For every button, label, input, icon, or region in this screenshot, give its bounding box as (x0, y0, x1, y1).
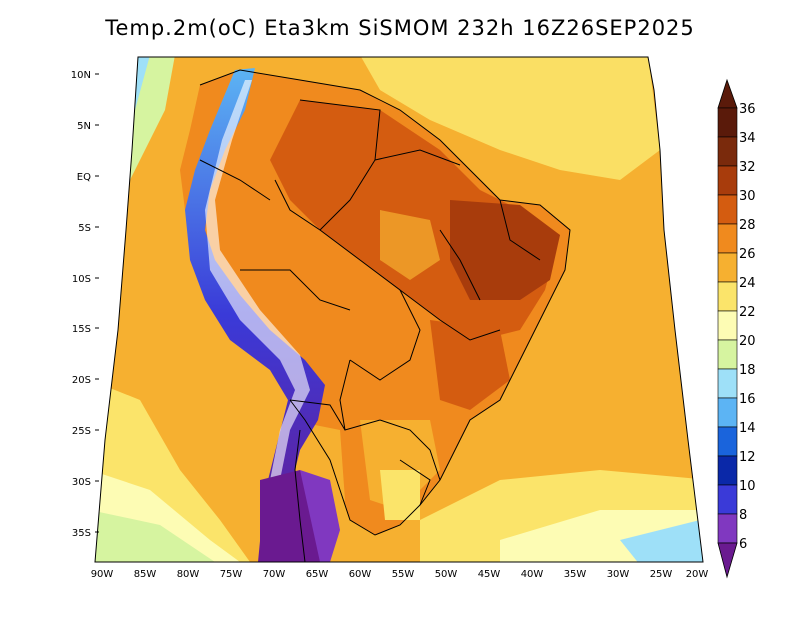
lat-label: 35S (72, 528, 91, 539)
colorbar-swatch (717, 368, 738, 399)
lat-label: 30S (72, 477, 91, 488)
lon-label: 90W (91, 569, 114, 580)
colorbar-label: 10 (739, 479, 756, 494)
colorbar-label: 32 (739, 160, 756, 175)
lon-label: 20W (686, 569, 709, 580)
lat-label: 5S (78, 223, 91, 234)
colorbar-label: 16 (739, 392, 756, 407)
lon-label: 75W (220, 569, 243, 580)
colorbar-label: 6 (739, 537, 747, 552)
colorbar-swatch (717, 136, 738, 167)
lon-label: 35W (564, 569, 587, 580)
latitude-axis: 10N 5N EQ 5S 10S 15S 20S 25S 30S 35S (71, 70, 99, 539)
colorbar-swatch (717, 397, 738, 428)
colorbar-label: 12 (739, 450, 756, 465)
colorbar-swatch (717, 165, 738, 196)
lat-label: 20S (72, 375, 91, 386)
colorbar-swatch (717, 426, 738, 457)
country-borders (199, 69, 571, 562)
lon-label: 40W (521, 569, 544, 580)
lat-label: 25S (72, 426, 91, 437)
colorbar-swatch (717, 107, 738, 138)
map-title: Temp.2m(oC) Eta3km SiSMOM 232h 16Z26SEP2… (105, 16, 695, 40)
longitude-axis: 90W 85W 80W 75W 70W 65W 60W 55W 50W 45W … (91, 569, 709, 580)
colorbar-swatch (717, 310, 738, 341)
colorbar-swatch (717, 484, 738, 515)
colorbar-swatch (717, 281, 738, 312)
lon-label: 80W (177, 569, 200, 580)
colorbar-swatch (717, 252, 738, 283)
colorbar-label: 36 (739, 102, 756, 117)
colorbar-label: 24 (739, 276, 756, 291)
lat-label: 10N (71, 70, 91, 81)
lon-label: 55W (392, 569, 415, 580)
colorbar-label: 14 (739, 421, 756, 436)
colorbar-label: 8 (739, 508, 747, 523)
colorbar-label: 26 (739, 247, 756, 262)
colorbar-label: 18 (739, 363, 756, 378)
colorbar-label: 30 (739, 189, 756, 204)
colorbar-swatch (717, 223, 738, 254)
lat-label: EQ (77, 172, 91, 183)
lon-label: 30W (607, 569, 630, 580)
colorbar: 36 34 32 30 28 26 24 22 20 18 16 14 12 1… (717, 78, 756, 579)
colorbar-label: 34 (739, 131, 756, 146)
colorbar-swatch (717, 455, 738, 486)
lat-label: 10S (72, 274, 91, 285)
lon-label: 25W (650, 569, 673, 580)
colorbar-label: 22 (739, 305, 756, 320)
colorbar-label: 20 (739, 334, 756, 349)
colorbar-top-arrow (717, 78, 738, 109)
lon-label: 45W (478, 569, 501, 580)
lon-label: 50W (435, 569, 458, 580)
lon-label: 65W (306, 569, 329, 580)
lon-label: 60W (349, 569, 372, 580)
lon-label: 70W (263, 569, 286, 580)
colorbar-swatch (717, 513, 738, 544)
colorbar-swatch (717, 339, 738, 370)
temperature-field (95, 57, 703, 562)
lat-label: 15S (72, 324, 91, 335)
colorbar-label: 28 (739, 218, 756, 233)
colorbar-swatch (717, 194, 738, 225)
lon-label: 85W (134, 569, 157, 580)
map-frame (94, 56, 704, 563)
lat-label: 5N (77, 121, 91, 132)
colorbar-bottom-arrow (717, 542, 738, 579)
